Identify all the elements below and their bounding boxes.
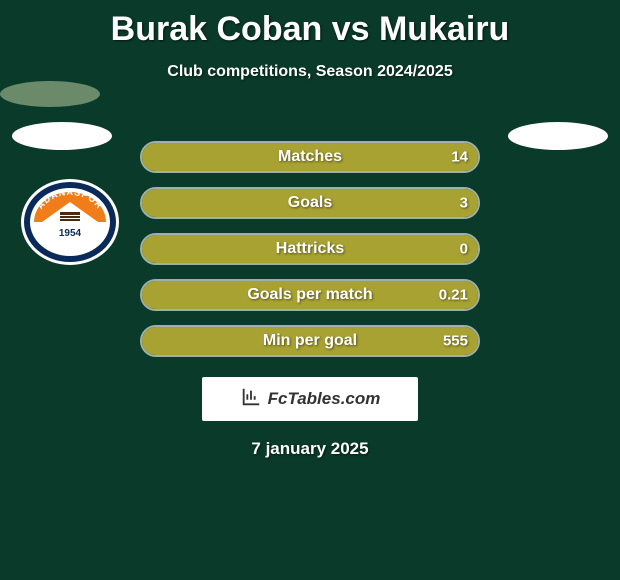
bar: Matches 14 bbox=[140, 141, 480, 173]
bar-label: Hattricks bbox=[276, 240, 344, 258]
bar-value-right: 3 bbox=[460, 195, 468, 212]
bar-chart-icon bbox=[240, 386, 262, 413]
date: 7 january 2025 bbox=[0, 439, 620, 459]
bar: Min per goal 555 bbox=[140, 325, 480, 357]
page-title: Burak Coban vs Mukairu bbox=[0, 0, 620, 49]
bar: Hattricks 0 bbox=[140, 233, 480, 265]
bar-value-right: 0.21 bbox=[439, 287, 468, 304]
player-right-club-placeholder bbox=[0, 81, 100, 107]
watermark-text: FcTables.com bbox=[268, 389, 381, 409]
bar-label: Min per goal bbox=[263, 332, 357, 350]
bar-value-right: 555 bbox=[443, 333, 468, 350]
watermark[interactable]: FcTables.com bbox=[202, 377, 418, 421]
bar-row-goals: Goals 3 bbox=[0, 187, 620, 219]
comparison-chart: Matches 14 Goals 3 Hattricks 0 Goals per… bbox=[0, 141, 620, 357]
subtitle: Club competitions, Season 2024/2025 bbox=[0, 63, 620, 81]
bar-value-right: 14 bbox=[451, 149, 468, 166]
bar-row-matches: Matches 14 bbox=[0, 141, 620, 173]
bar-label: Goals bbox=[288, 194, 332, 212]
bar: Goals per match 0.21 bbox=[140, 279, 480, 311]
bar-row-hattricks: Hattricks 0 bbox=[0, 233, 620, 265]
bar-label: Matches bbox=[278, 148, 342, 166]
bar-value-right: 0 bbox=[460, 241, 468, 258]
bar: Goals 3 bbox=[140, 187, 480, 219]
bar-row-mpg: Min per goal 555 bbox=[0, 325, 620, 357]
bar-label: Goals per match bbox=[247, 286, 372, 304]
bar-row-gpm: Goals per match 0.21 bbox=[0, 279, 620, 311]
